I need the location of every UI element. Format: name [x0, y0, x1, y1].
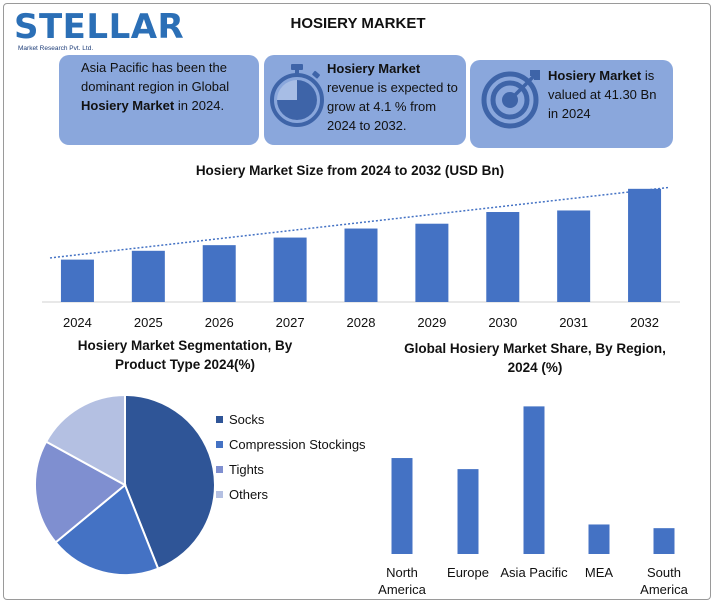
- card-3-bold: Hosiery Market: [548, 68, 642, 83]
- legend-swatch: [216, 441, 223, 448]
- page-title: HOSIERY MARKET: [290, 15, 426, 32]
- region-tick-label: South: [647, 565, 681, 580]
- card-1-text: Asia Pacific has been the dominant regio…: [81, 60, 230, 94]
- bar-2024: [60, 259, 94, 302]
- logo-subtitle: Market Research Pvt. Ltd.: [18, 45, 94, 52]
- target-icon: [481, 70, 540, 129]
- segmentation-chart-title: Hosiery Market Segmentation, By Product …: [77, 338, 293, 372]
- pie-slice-others: [44, 393, 126, 487]
- x-tick-label: 2027: [276, 315, 305, 330]
- bar-2031: [557, 210, 591, 302]
- info-card-valuation: Hosiery Market is valued at 41.30 Bn in …: [470, 60, 673, 148]
- region-tick-label: Europe: [447, 565, 489, 580]
- card-2-bold: Hosiery Market: [327, 61, 421, 76]
- stopwatch-icon: [270, 64, 324, 127]
- segmentation-legend: Socks Compression Stockings Tights Others: [216, 407, 366, 507]
- legend-item: Tights: [216, 457, 366, 482]
- pie-slice-socks: [124, 393, 216, 570]
- bar-2029: [415, 223, 449, 302]
- region-bar-south-america: [653, 528, 675, 554]
- stellar-logo: STELLAR Market Research Pvt. Ltd.: [14, 8, 184, 56]
- region-tick-label: America: [640, 582, 688, 597]
- card-1-bold: Hosiery Market: [81, 98, 175, 113]
- bar-2030: [486, 212, 520, 302]
- pie-slice-tights: [34, 440, 127, 544]
- x-tick-label: 2024: [63, 315, 92, 330]
- legend-item: Socks: [216, 407, 366, 432]
- bar-2025: [131, 250, 165, 302]
- x-tick-label: 2025: [134, 315, 163, 330]
- x-tick-label: 2029: [417, 315, 446, 330]
- x-tick-label: 2028: [347, 315, 376, 330]
- bar-2026: [202, 245, 236, 302]
- card-2-text: revenue is expected to grow at 4.1 % fro…: [327, 80, 458, 133]
- market-size-bar-chart: 2024 2025 2026 2027 2028 2029 2030 2031 2032: [42, 186, 680, 330]
- region-tick-label: North: [386, 565, 418, 580]
- legend-swatch: [216, 416, 223, 423]
- info-card-growth: Hosiery Market revenue is expected to gr…: [264, 55, 466, 145]
- legend-label: Compression Stockings: [229, 437, 366, 452]
- legend-label: Socks: [229, 412, 265, 427]
- bar-2027: [273, 237, 307, 302]
- bar-2028: [344, 228, 378, 302]
- card-1-text-end: in 2024.: [174, 98, 225, 113]
- region-chart-title: Global Hosiery Market Share, By Region, …: [404, 341, 666, 375]
- x-tick-label: 2026: [205, 315, 234, 330]
- market-size-chart-title: Hosiery Market Size from 2024 to 2032 (U…: [195, 163, 505, 178]
- region-bar-asia-pacific: [523, 406, 545, 554]
- region-bar-europe: [457, 469, 479, 554]
- region-share-bar-chart: North America Europe Asia Pacific MEA South Am…: [378, 406, 689, 597]
- x-tick-label: 2031: [559, 315, 588, 330]
- pie-slice-compression-stockings: [54, 483, 160, 576]
- region-tick-label: America: [378, 582, 426, 597]
- x-tick-label: 2030: [488, 315, 517, 330]
- region-tick-label: Asia Pacific: [500, 565, 568, 580]
- legend-label: Tights: [229, 462, 264, 477]
- region-tick-label: MEA: [585, 565, 614, 580]
- legend-item: Compression Stockings: [216, 432, 366, 457]
- legend-swatch: [216, 491, 223, 498]
- bar-2032: [628, 188, 662, 302]
- info-card-dominant-region: Asia Pacific has been the dominant regio…: [59, 55, 259, 145]
- legend-item: Others: [216, 482, 366, 507]
- region-bar-mea: [588, 524, 610, 554]
- card-3-text: is valued at 41.30 Bn in 2024: [548, 68, 657, 121]
- logo-wordmark: STELLAR: [14, 7, 185, 47]
- infographic-frame: [3, 3, 711, 600]
- card-2-text-block: Hosiery Market revenue is expected to gr…: [327, 59, 463, 135]
- legend-label: Others: [229, 487, 269, 502]
- trendline: [49, 186, 671, 259]
- legend-swatch: [216, 466, 223, 473]
- region-bar-north-america: [391, 458, 413, 554]
- segmentation-pie-chart: [34, 393, 216, 576]
- card-3-text-block: Hosiery Market is valued at 41.30 Bn in …: [548, 66, 668, 123]
- x-tick-label: 2032: [630, 315, 659, 330]
